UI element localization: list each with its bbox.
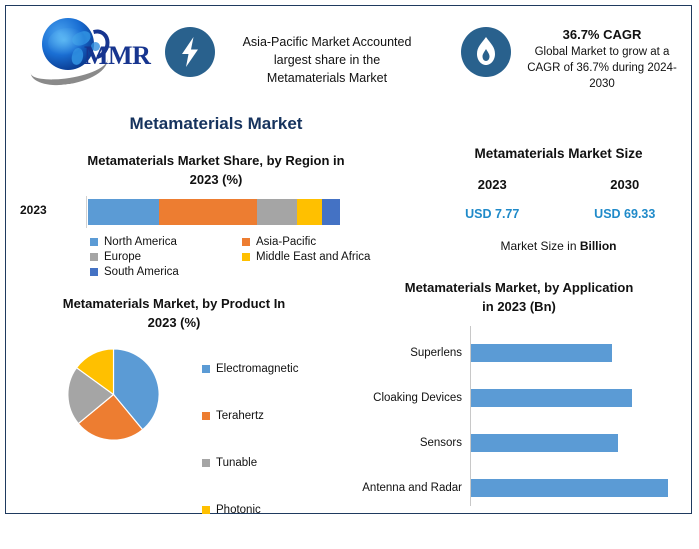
pie-slice-1 [77, 393, 144, 441]
application-bar-chart: Superlens Cloaking Devices Sensors Antenna … [344, 324, 694, 514]
application-bar-row: Antenna and Radar [344, 479, 694, 497]
application-bar-row: Sensors [344, 434, 694, 452]
market-size-value-2023: USD 7.77 [465, 207, 520, 221]
lightning-bolt-icon [165, 27, 215, 77]
legend-swatch-icon [90, 238, 98, 246]
region-legend: North America Asia-Pacific Europe Middle Ea… [90, 236, 410, 281]
region-legend-label: Europe [104, 251, 142, 263]
market-size-value-2030: USD 69.33 [594, 207, 656, 221]
cagr-line-2: CAGR of 36.7% during 2024- [527, 62, 677, 74]
region-chart-title: Metamaterials Market Share, by Region in… [36, 151, 396, 189]
application-title-line-1: Metamaterials Market, by Application [404, 280, 634, 295]
market-size-values: USD 7.77 USD 69.33 [426, 207, 691, 221]
region-category-label: 2023 [20, 203, 47, 217]
region-legend-row: South America [90, 266, 410, 278]
legend-swatch-icon [202, 459, 210, 467]
highlight-line-1: Asia-Pacific Market Accounted [242, 35, 412, 49]
legend-swatch-icon [202, 365, 210, 373]
region-legend-label: South America [104, 266, 179, 278]
legend-swatch-icon [242, 253, 250, 261]
region-title-line-2: 2023 (%) [189, 172, 243, 187]
application-bar [471, 479, 669, 497]
product-title-line-1: Metamaterials Market, by Product In [62, 296, 286, 311]
market-size-year-2023: 2023 [477, 177, 507, 192]
cagr-headline: 36.7% CAGR [562, 27, 642, 42]
pie-legend-label: Photonic [216, 504, 261, 516]
pie-legend-item: Terahertz [202, 408, 298, 424]
region-segment-1 [158, 199, 257, 225]
region-legend-item: North America [90, 236, 242, 248]
application-bar [471, 434, 619, 452]
application-axis [470, 326, 471, 506]
region-legend-row: Europe Middle East and Africa [90, 251, 410, 263]
market-size-footnote-unit: Billion [579, 239, 617, 253]
infographic-frame: MMR Asia-Pacific Market Accounted larges… [5, 5, 694, 516]
highlight-line-3: Metamaterials Market [266, 71, 388, 85]
legend-swatch-icon [202, 506, 210, 514]
flame-icon [461, 27, 511, 77]
region-segment-4 [322, 199, 340, 225]
cagr-callout: 36.7% CAGR Global Market to grow at a CA… [511, 26, 693, 92]
application-category-label: Cloaking Devices [373, 392, 462, 404]
pie-legend-label: Terahertz [216, 410, 264, 422]
region-segment-0 [88, 199, 159, 225]
pie-legend-label: Electromagnetic [216, 363, 299, 375]
market-size-footnote: Market Size in Billion [426, 239, 691, 253]
application-bar [471, 344, 613, 362]
logo-text: MMR [84, 41, 151, 70]
market-size-years: 2023 2030 [426, 177, 691, 192]
region-legend-row: North America Asia-Pacific [90, 236, 410, 248]
application-category-label: Superlens [410, 347, 462, 359]
region-legend-item: Europe [90, 251, 242, 263]
globe-icon [42, 18, 100, 70]
region-legend-item: Middle East and Africa [242, 251, 394, 263]
mmr-logo[interactable]: MMR [20, 12, 155, 89]
application-bar [471, 389, 632, 407]
pie-legend-item: Electromagnetic [202, 361, 298, 377]
pie-slice-2 [67, 366, 115, 425]
cagr-line-1: Global Market to grow at a [534, 46, 670, 58]
application-bar-row: Superlens [344, 344, 694, 362]
header-highlight-text: Asia-Pacific Market Accounted largest sh… [221, 33, 433, 87]
product-chart-title: Metamaterials Market, by Product In 2023… [24, 294, 324, 332]
application-category-label: Antenna and Radar [362, 482, 462, 494]
product-pie-chart [66, 347, 161, 442]
application-title-line-2: in 2023 (Bn) [482, 299, 556, 314]
legend-swatch-icon [90, 253, 98, 261]
region-stacked-bar [88, 199, 340, 225]
pie-slice-0 [112, 348, 160, 431]
pie-slice-3 [75, 348, 115, 396]
region-legend-label: North America [104, 236, 177, 248]
pie-legend-label: Tunable [216, 457, 258, 469]
legend-swatch-icon [242, 238, 250, 246]
header-bar: MMR Asia-Pacific Market Accounted larges… [6, 6, 691, 94]
application-category-label: Sensors [419, 437, 462, 449]
legend-swatch-icon [202, 412, 210, 420]
region-legend-item: Asia-Pacific [242, 236, 394, 248]
region-title-line-1: Metamaterials Market Share, by Region in [87, 153, 345, 168]
region-legend-item: South America [90, 266, 242, 278]
legend-swatch-icon [90, 268, 98, 276]
market-size-footnote-prefix: Market Size in [500, 239, 580, 253]
application-bar-row: Cloaking Devices [344, 389, 694, 407]
application-chart-title: Metamaterials Market, by Application in … [344, 278, 694, 316]
page-title: Metamaterials Market [129, 114, 303, 133]
region-segment-3 [297, 199, 323, 225]
product-legend: Electromagnetic Terahertz Tunable Photonic [202, 361, 298, 549]
region-legend-label: Asia-Pacific [256, 236, 317, 248]
region-axis [86, 196, 87, 228]
pie-legend-item: Tunable [202, 455, 298, 471]
region-segment-2 [256, 199, 298, 225]
market-size-title: Metamaterials Market Size [474, 146, 643, 161]
product-title-line-2: 2023 (%) [147, 315, 201, 330]
highlight-line-2: largest share in the [273, 53, 381, 67]
market-size-year-2030: 2030 [610, 177, 640, 192]
pie-legend-item: Photonic [202, 502, 298, 518]
cagr-line-3: 2030 [589, 78, 615, 90]
region-legend-label: Middle East and Africa [256, 251, 371, 263]
